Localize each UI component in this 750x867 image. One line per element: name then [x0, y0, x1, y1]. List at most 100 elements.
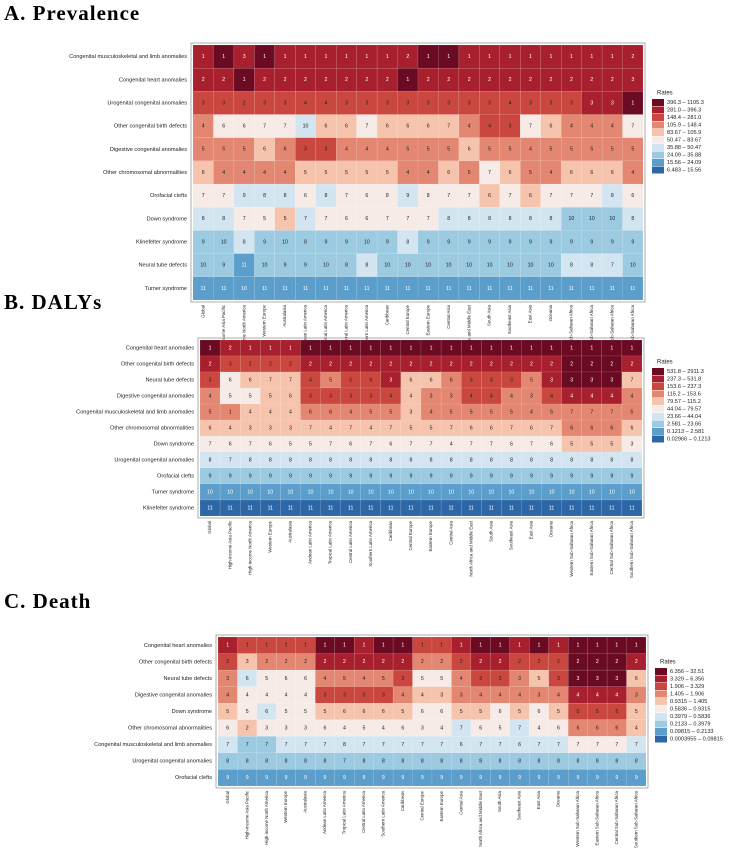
cell-rank: 5	[202, 147, 205, 153]
cell-rank: 7	[631, 377, 634, 383]
column-label: Central Sub-Saharan Africa	[609, 520, 614, 574]
legend-swatch	[652, 106, 664, 114]
cell-rank: 5	[329, 377, 332, 383]
cell-rank: 4	[490, 393, 493, 399]
cell-rank: 3	[490, 377, 493, 383]
row-label: Congenital heart anomalies	[144, 643, 212, 649]
column-label: Western Sub-Saharan Africa	[575, 790, 580, 846]
row-label: Klinefelter syndrome	[136, 240, 187, 246]
cell-rank: 3	[570, 100, 573, 106]
cell-rank: 4	[509, 100, 512, 106]
column-label: Southeast Asia	[507, 304, 512, 334]
cell-rank: 1	[615, 643, 618, 649]
cell-rank: 11	[466, 286, 471, 292]
column-label: High-income Asia Pacific	[221, 304, 226, 353]
cell-rank: 10	[428, 489, 434, 495]
cell-rank: 10	[282, 239, 288, 245]
cell-rank: 6	[610, 425, 613, 431]
cell-rank: 2	[421, 659, 424, 665]
cell-rank: 4	[386, 147, 389, 153]
cell-rank: 9	[345, 239, 348, 245]
cell-rank: 3	[470, 377, 473, 383]
cell-rank: 9	[406, 193, 409, 199]
cell-rank: 9	[304, 775, 307, 781]
legend-title: Rates	[657, 91, 673, 97]
cell-rank: 4	[488, 124, 491, 130]
legend-swatch	[652, 435, 664, 443]
cell-rank: 3	[410, 409, 413, 415]
cell-rank: 8	[440, 759, 443, 765]
cell-rank: 6	[202, 170, 205, 176]
cell-rank: 5	[345, 170, 348, 176]
cell-rank: 7	[488, 170, 491, 176]
cell-rank: 2	[329, 361, 332, 367]
cell-rank: 2	[304, 77, 307, 83]
cell-rank: 2	[631, 361, 634, 367]
column-label: Western Sub-Saharan Africa	[569, 520, 574, 576]
cell-rank: 8	[325, 193, 328, 199]
cell-rank: 8	[447, 216, 450, 222]
cell-rank: 1	[421, 643, 424, 649]
column-label: Southern Sub-Saharan Africa	[629, 520, 634, 578]
cell-rank: 4	[440, 725, 443, 731]
column-label: Southern Latin America	[364, 304, 369, 350]
cell-rank: 7	[401, 742, 404, 748]
cell-rank: 6	[285, 676, 288, 682]
column-label: Central Europe	[408, 520, 413, 550]
cell-rank: 6	[538, 709, 541, 715]
column-label: Global	[225, 791, 230, 804]
cell-rank: 8	[550, 216, 553, 222]
cell-rank: 3	[499, 676, 502, 682]
cell-rank: 9	[349, 473, 352, 479]
cell-rank: 4	[365, 147, 368, 153]
cell-rank: 9	[468, 239, 471, 245]
cell-rank: 9	[470, 473, 473, 479]
cell-rank: 4	[285, 692, 288, 698]
cell-rank: 7	[345, 193, 348, 199]
cell-rank: 3	[538, 692, 541, 698]
cell-rank: 5	[509, 147, 512, 153]
cell-rank: 2	[284, 77, 287, 83]
cell-rank: 5	[468, 170, 471, 176]
cell-rank: 6	[570, 170, 573, 176]
column-label: Eastern Sub-Saharan Africa	[589, 304, 594, 359]
cell-rank: 2	[406, 54, 409, 60]
cell-rank: 1	[427, 54, 430, 60]
cell-rank: 6	[222, 124, 225, 130]
cell-rank: 6	[430, 377, 433, 383]
cell-rank: 3	[447, 100, 450, 106]
cell-rank: 6	[389, 441, 392, 447]
cell-rank: 4	[421, 692, 424, 698]
cell-rank: 7	[490, 441, 493, 447]
heat-cell	[621, 499, 643, 517]
cell-rank: 8	[529, 216, 532, 222]
cell-rank: 11	[408, 505, 413, 511]
cell-rank: 11	[529, 505, 534, 511]
cell-rank: 9	[369, 473, 372, 479]
cell-rank: 3	[510, 377, 513, 383]
row-label: Neural tube defects	[145, 377, 194, 383]
cell-rank: 11	[227, 505, 232, 511]
column-label: Andean Latin America	[308, 520, 313, 564]
cell-rank: 3	[427, 100, 430, 106]
cell-rank: 4	[570, 393, 573, 399]
cell-rank: 1	[479, 643, 482, 649]
row-label: Congenital musculoskeletal and limb anom…	[76, 409, 194, 415]
cell-rank: 11	[303, 286, 308, 292]
cell-rank: 10	[569, 489, 575, 495]
cell-rank: 9	[590, 473, 593, 479]
heat-cell	[626, 669, 647, 687]
column-label: Eastern Europe	[425, 304, 430, 335]
cell-rank: 2	[468, 77, 471, 83]
cell-rank: 7	[596, 742, 599, 748]
cell-rank: 9	[440, 775, 443, 781]
cell-rank: 6	[518, 742, 521, 748]
cell-rank: 4	[615, 692, 618, 698]
cell-rank: 7	[550, 193, 553, 199]
cell-rank: 10	[569, 216, 575, 222]
panel-title: C. Death	[4, 589, 91, 613]
cell-rank: 6	[304, 676, 307, 682]
cell-rank: 3	[382, 692, 385, 698]
cell-rank: 6	[499, 709, 502, 715]
cell-rank: 3	[550, 377, 553, 383]
